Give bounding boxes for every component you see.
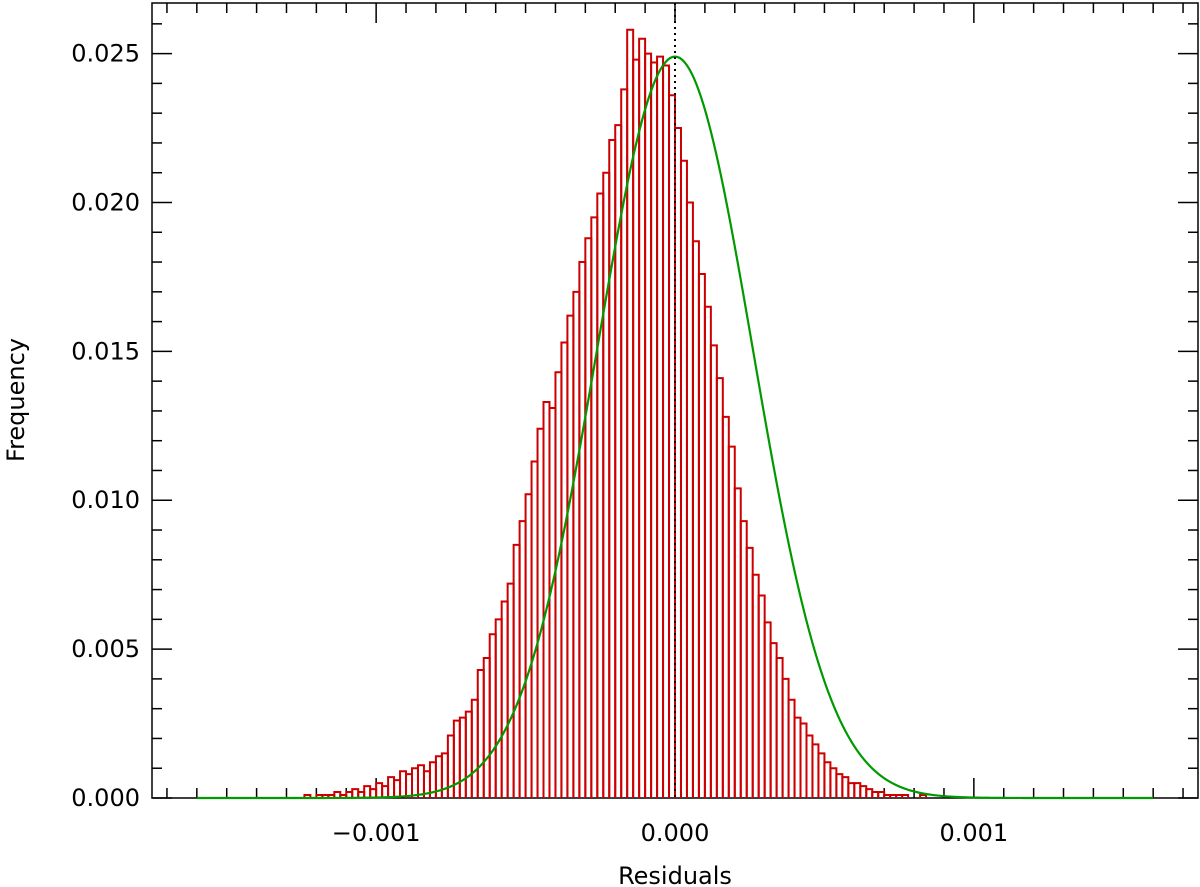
x-axis-title: Residuals bbox=[618, 862, 732, 887]
x-tick-label: −0.001 bbox=[332, 819, 421, 847]
y-tick-label: 0.015 bbox=[71, 337, 140, 365]
histogram-bin bbox=[901, 794, 910, 798]
y-tick-label: 0.025 bbox=[71, 40, 140, 68]
x-tick-label: 0.000 bbox=[641, 819, 710, 847]
plot-marks bbox=[196, 3, 1154, 800]
gaussian-fit-line bbox=[196, 55, 1154, 800]
y-tick-label: 0.020 bbox=[71, 188, 140, 216]
tick-labels: −0.001 0.000 0.001 0.000 0.005 0.010 0.015 0.02… bbox=[71, 40, 1008, 847]
histogram-bin bbox=[303, 794, 312, 798]
x-tick-label: 0.001 bbox=[939, 819, 1008, 847]
y-tick-label: 0.010 bbox=[71, 486, 140, 514]
y-tick-label: 0.005 bbox=[71, 635, 140, 663]
y-axis-title: Frequency bbox=[2, 338, 30, 462]
axis-ticks bbox=[152, 3, 1198, 799]
histogram-bin bbox=[919, 794, 928, 798]
y-tick-label: 0.000 bbox=[71, 784, 140, 812]
